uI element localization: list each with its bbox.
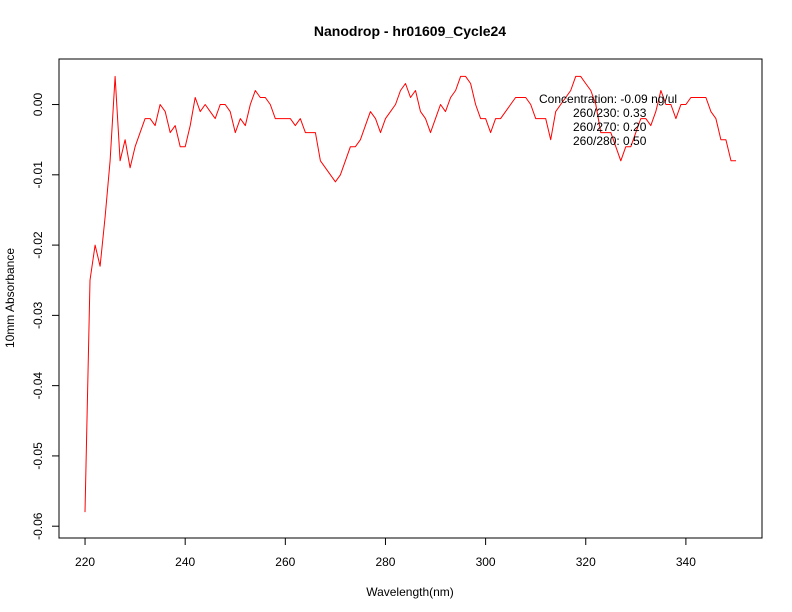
y-tick-label: -0.03 [31,301,45,329]
x-axis: 220 240 260 280 300 320 340 [75,538,696,569]
plot-frame [58,58,763,539]
annotation-ratio-260-280: 260/280: 0.50 [573,134,647,148]
annotation-block: Concentration: -0.09 ng/ul 260/230: 0.33… [539,92,677,148]
absorbance-line [84,75,736,513]
x-tick-label: 320 [576,555,596,569]
y-tick-label: -0.01 [31,161,45,189]
y-tick-label: 0.00 [31,93,45,117]
x-axis-label: Wavelength(nm) [366,585,454,599]
x-tick-label: 260 [275,555,295,569]
annotation-ratio-260-270: 260/270: 0.20 [573,120,647,134]
chart-title: Nanodrop - hr01609_Cycle24 [314,23,506,39]
x-tick-label: 340 [676,555,696,569]
annotation-ratio-260-230: 260/230: 0.33 [573,106,647,120]
y-axis-label: 10mm Absorbance [3,248,17,348]
y-tick-label: -0.06 [31,512,45,540]
y-axis: -0.06 -0.05 -0.04 -0.03 -0.02 -0.01 0.00 [31,93,59,540]
y-tick-label: -0.02 [31,231,45,259]
series-layer [84,75,736,513]
y-tick-label: -0.04 [31,372,45,400]
y-tick-label: -0.05 [31,442,45,470]
x-tick-label: 280 [375,555,395,569]
x-tick-label: 220 [75,555,95,569]
annotation-concentration: Concentration: -0.09 ng/ul [539,92,677,106]
x-tick-label: 300 [476,555,496,569]
x-tick-label: 240 [175,555,195,569]
